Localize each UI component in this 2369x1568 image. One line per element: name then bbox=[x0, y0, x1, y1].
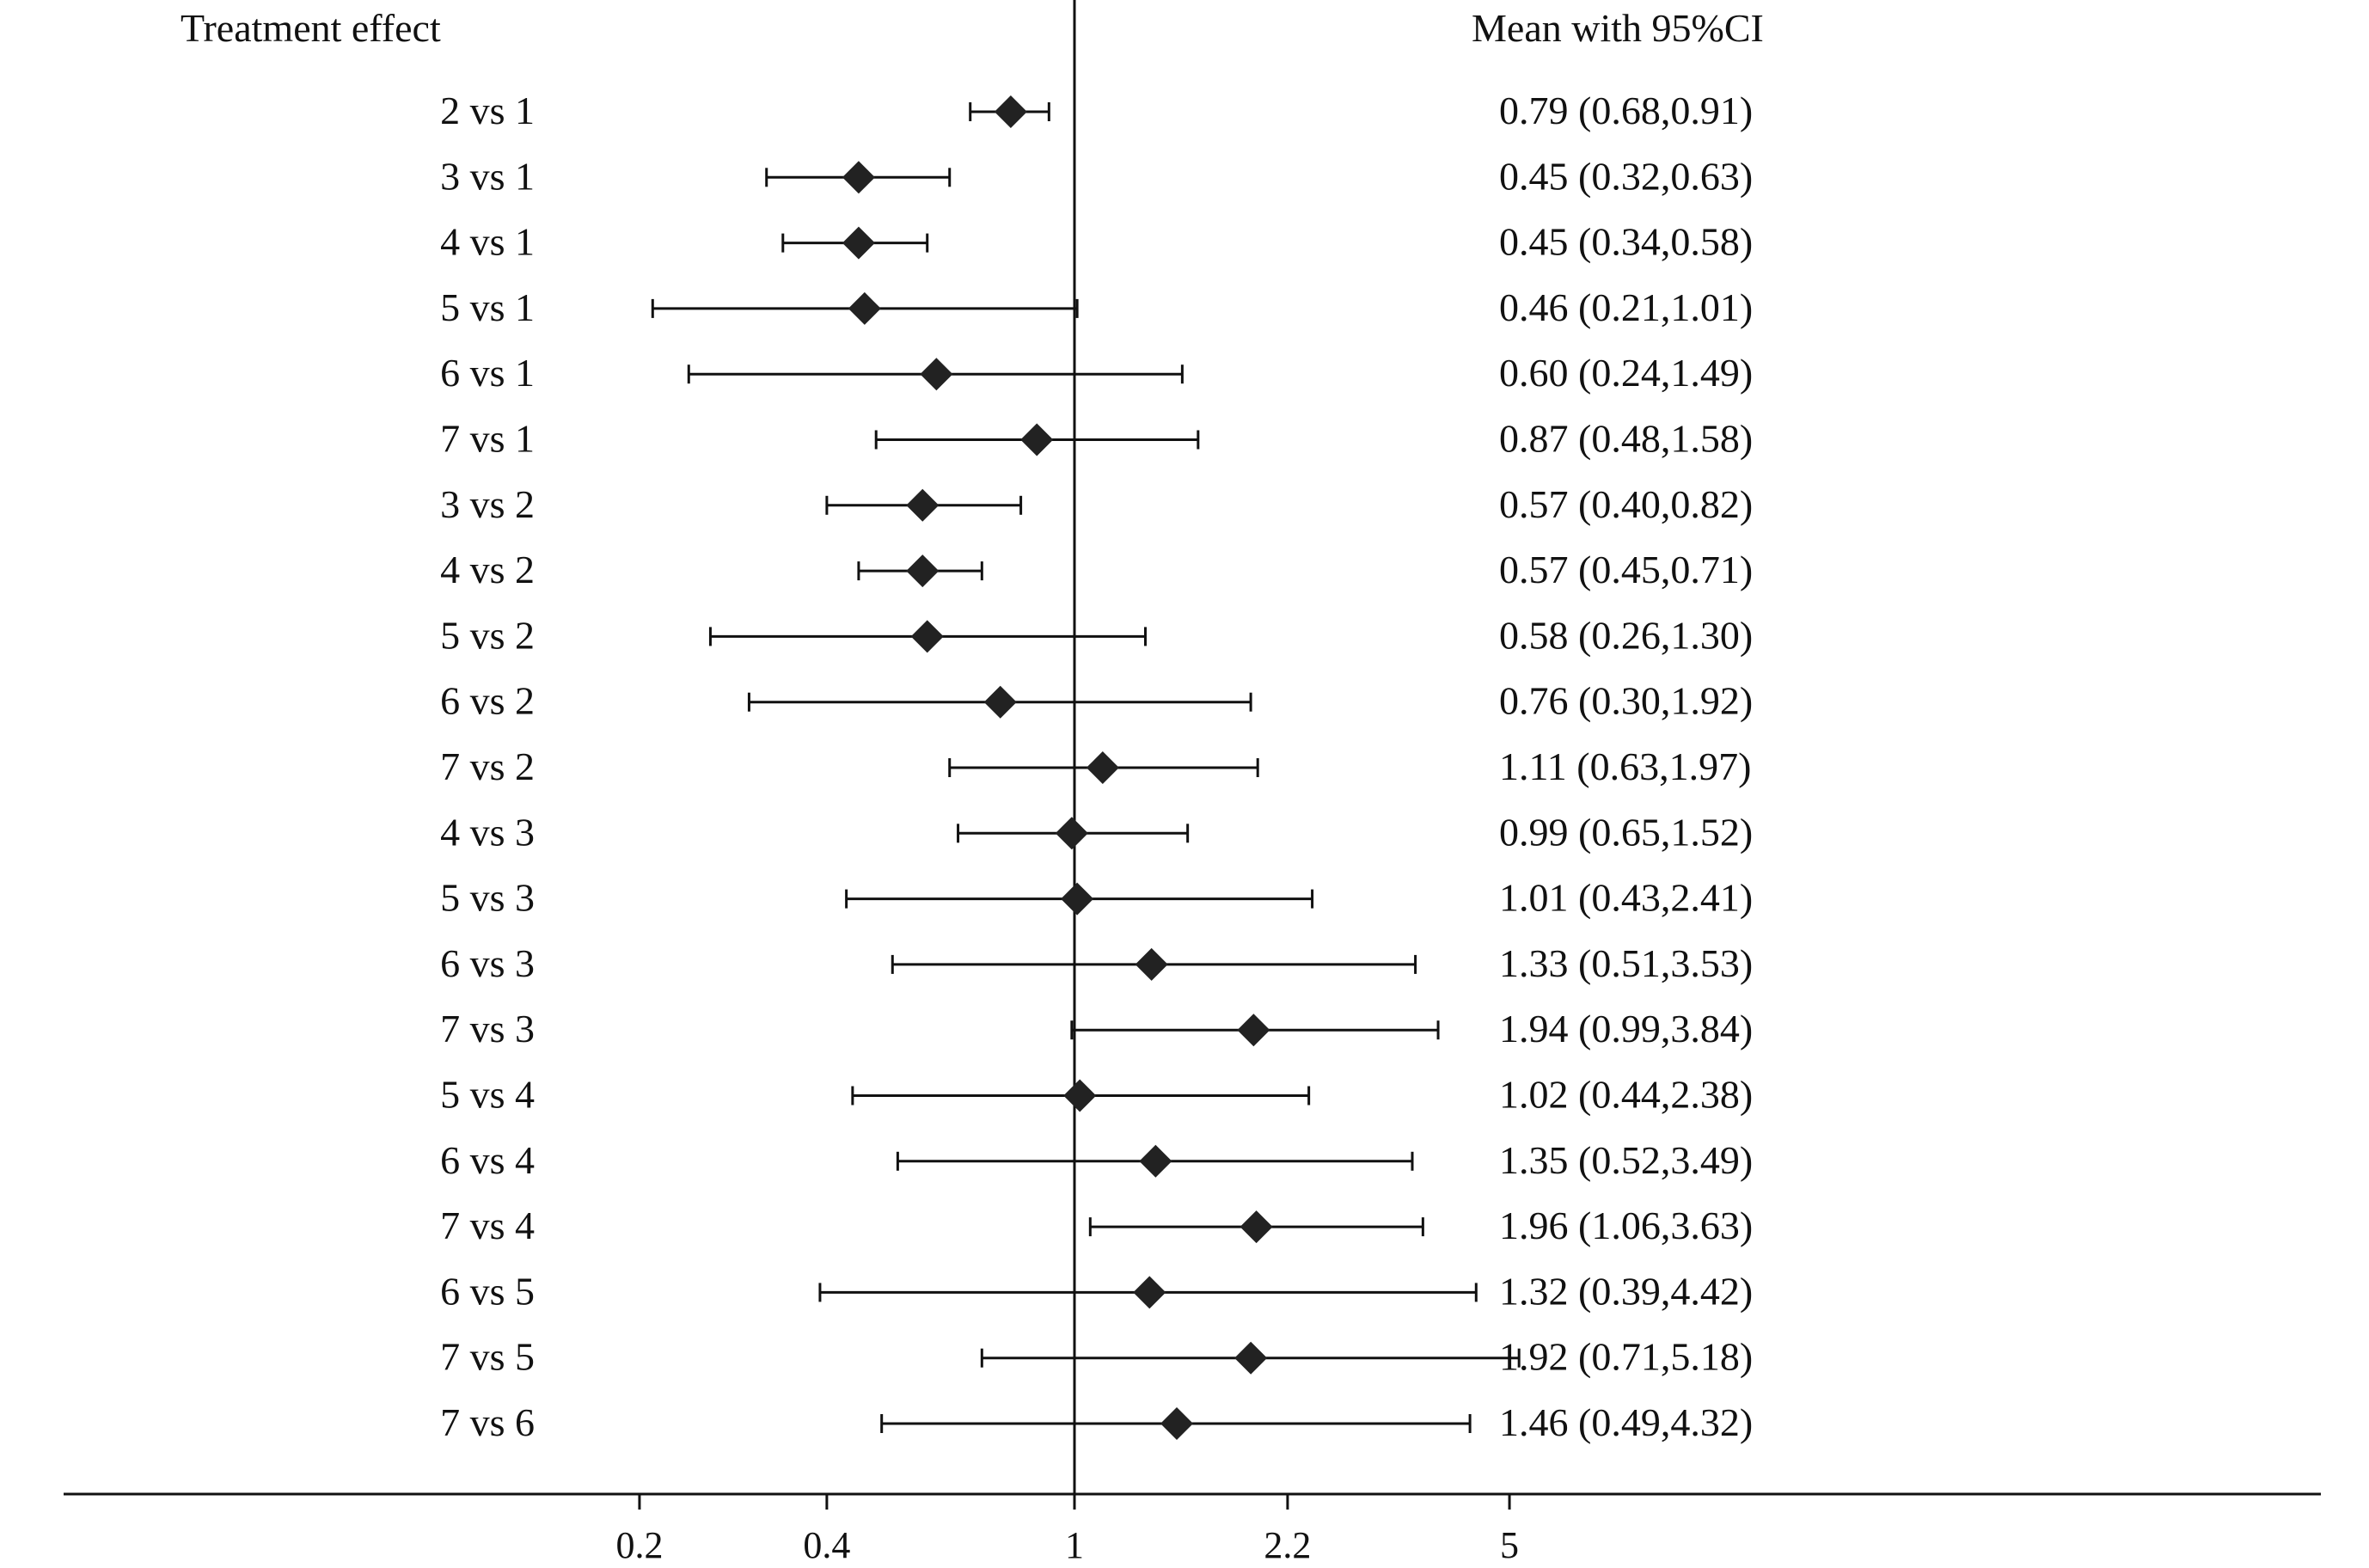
mean-marker bbox=[1086, 751, 1119, 784]
row-value: 1.92 (0.71,5.18) bbox=[1499, 1335, 1753, 1379]
row-value: 1.32 (0.39,4.42) bbox=[1499, 1269, 1753, 1313]
forest-row: 5 vs 4 1.02 (0.44,2.38) bbox=[440, 1073, 1753, 1117]
forest-row: 2 vs 1 0.79 (0.68,0.91) bbox=[440, 89, 1753, 132]
row-label: 6 vs 4 bbox=[440, 1138, 535, 1182]
header-mean-ci: Mean with 95%CI bbox=[1472, 6, 1764, 50]
mean-marker bbox=[1135, 947, 1168, 981]
row-label: 7 vs 4 bbox=[440, 1204, 535, 1247]
forest-row: 7 vs 4 1.96 (1.06,3.63) bbox=[440, 1204, 1753, 1247]
row-value: 0.45 (0.32,0.63) bbox=[1499, 154, 1753, 198]
row-value: 0.58 (0.26,1.30) bbox=[1499, 613, 1753, 657]
mean-marker bbox=[906, 488, 940, 522]
mean-marker bbox=[1063, 1079, 1097, 1112]
row-label: 6 vs 5 bbox=[440, 1269, 535, 1313]
mean-marker bbox=[983, 685, 1017, 719]
row-label: 4 vs 1 bbox=[440, 220, 535, 264]
row-value: 1.94 (0.99,3.84) bbox=[1499, 1007, 1753, 1050]
mean-marker bbox=[910, 620, 944, 653]
row-value: 0.87 (0.48,1.58) bbox=[1499, 417, 1753, 461]
row-value: 0.57 (0.40,0.82) bbox=[1499, 482, 1753, 526]
row-label: 7 vs 2 bbox=[440, 744, 535, 788]
x-tick-label: 5 bbox=[1500, 1524, 1519, 1566]
row-value: 1.02 (0.44,2.38) bbox=[1499, 1073, 1753, 1117]
forest-row: 4 vs 3 0.99 (0.65,1.52) bbox=[440, 810, 1753, 854]
forest-row: 4 vs 2 0.57 (0.45,0.71) bbox=[440, 548, 1753, 591]
mean-marker bbox=[1160, 1407, 1193, 1440]
header-treatment-effect: Treatment effect bbox=[181, 6, 441, 50]
row-label: 6 vs 2 bbox=[440, 679, 535, 723]
forest-row: 7 vs 5 1.92 (0.71,5.18) bbox=[440, 1335, 1753, 1379]
mean-marker bbox=[1061, 882, 1094, 916]
row-value: 0.60 (0.24,1.49) bbox=[1499, 351, 1753, 395]
row-value: 1.11 (0.63,1.97) bbox=[1499, 744, 1751, 788]
forest-row: 6 vs 3 1.33 (0.51,3.53) bbox=[440, 941, 1753, 985]
row-value: 0.99 (0.65,1.52) bbox=[1499, 810, 1753, 854]
row-label: 2 vs 1 bbox=[440, 89, 535, 132]
x-tick-label: 0.2 bbox=[615, 1524, 663, 1566]
row-label: 7 vs 1 bbox=[440, 417, 535, 461]
mean-marker bbox=[1237, 1014, 1270, 1047]
row-label: 7 vs 5 bbox=[440, 1335, 535, 1379]
row-label: 5 vs 3 bbox=[440, 876, 535, 920]
mean-marker bbox=[1133, 1276, 1166, 1309]
forest-row: 6 vs 1 0.60 (0.24,1.49) bbox=[440, 351, 1753, 395]
mean-marker bbox=[1139, 1144, 1172, 1178]
x-tick-label: 0.4 bbox=[803, 1524, 850, 1566]
forest-rows: 2 vs 1 0.79 (0.68,0.91) 3 vs 1 0.45 (0.32,0… bbox=[440, 89, 1753, 1444]
row-value: 1.33 (0.51,3.53) bbox=[1499, 941, 1753, 985]
mean-marker bbox=[994, 95, 1027, 128]
row-label: 3 vs 2 bbox=[440, 482, 535, 526]
x-tick-label: 1 bbox=[1065, 1524, 1084, 1566]
row-label: 6 vs 3 bbox=[440, 941, 535, 985]
row-label: 4 vs 2 bbox=[440, 548, 535, 591]
mean-marker bbox=[906, 554, 940, 588]
row-label: 3 vs 1 bbox=[440, 154, 535, 198]
row-value: 0.79 (0.68,0.91) bbox=[1499, 89, 1753, 132]
row-label: 5 vs 2 bbox=[440, 613, 535, 657]
row-value: 0.57 (0.45,0.71) bbox=[1499, 548, 1753, 591]
mean-marker bbox=[1020, 423, 1054, 456]
forest-row: 6 vs 2 0.76 (0.30,1.92) bbox=[440, 679, 1753, 723]
forest-row: 7 vs 1 0.87 (0.48,1.58) bbox=[440, 417, 1753, 461]
x-axis-ticks: 0.2 0.4 1 2.2 5 bbox=[615, 1494, 1519, 1566]
row-value: 0.45 (0.34,0.58) bbox=[1499, 220, 1753, 264]
row-value: 1.96 (1.06,3.63) bbox=[1499, 1204, 1753, 1247]
mean-marker bbox=[1240, 1210, 1273, 1244]
row-label: 6 vs 1 bbox=[440, 351, 535, 395]
row-label: 4 vs 3 bbox=[440, 810, 535, 854]
row-label: 7 vs 6 bbox=[440, 1400, 535, 1444]
forest-row: 4 vs 1 0.45 (0.34,0.58) bbox=[440, 220, 1753, 264]
row-value: 1.46 (0.49,4.32) bbox=[1499, 1400, 1753, 1444]
forest-row: 3 vs 1 0.45 (0.32,0.63) bbox=[440, 154, 1753, 198]
row-label: 5 vs 4 bbox=[440, 1073, 535, 1117]
mean-marker bbox=[1234, 1341, 1268, 1375]
forest-row: 7 vs 2 1.11 (0.63,1.97) bbox=[440, 744, 1751, 788]
forest-row: 6 vs 4 1.35 (0.52,3.49) bbox=[440, 1138, 1753, 1182]
forest-row: 7 vs 3 1.94 (0.99,3.84) bbox=[440, 1007, 1753, 1050]
row-value: 0.76 (0.30,1.92) bbox=[1499, 679, 1753, 723]
row-label: 5 vs 1 bbox=[440, 285, 535, 329]
row-label: 7 vs 3 bbox=[440, 1007, 535, 1050]
mean-marker bbox=[848, 291, 881, 325]
forest-row: 6 vs 5 1.32 (0.39,4.42) bbox=[440, 1269, 1753, 1313]
forest-row: 5 vs 1 0.46 (0.21,1.01) bbox=[440, 285, 1753, 329]
forest-row: 7 vs 6 1.46 (0.49,4.32) bbox=[440, 1400, 1753, 1444]
row-value: 1.35 (0.52,3.49) bbox=[1499, 1138, 1753, 1182]
mean-marker bbox=[1055, 817, 1088, 850]
row-value: 0.46 (0.21,1.01) bbox=[1499, 285, 1753, 329]
x-tick-label: 2.2 bbox=[1264, 1524, 1311, 1566]
row-value: 1.01 (0.43,2.41) bbox=[1499, 876, 1753, 920]
mean-marker bbox=[920, 358, 953, 391]
mean-marker bbox=[842, 226, 875, 260]
mean-marker bbox=[842, 161, 875, 194]
forest-row: 5 vs 3 1.01 (0.43,2.41) bbox=[440, 876, 1753, 920]
forest-row: 5 vs 2 0.58 (0.26,1.30) bbox=[440, 613, 1753, 657]
forest-row: 3 vs 2 0.57 (0.40,0.82) bbox=[440, 482, 1753, 526]
